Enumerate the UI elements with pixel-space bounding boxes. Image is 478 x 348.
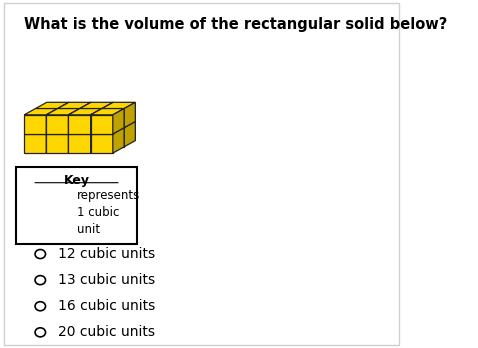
Polygon shape <box>102 109 124 128</box>
Polygon shape <box>32 216 47 230</box>
Polygon shape <box>80 109 102 128</box>
Polygon shape <box>24 115 46 134</box>
Polygon shape <box>35 128 58 147</box>
Polygon shape <box>58 121 91 128</box>
Polygon shape <box>91 109 102 134</box>
Polygon shape <box>80 128 102 147</box>
Polygon shape <box>24 134 46 153</box>
Polygon shape <box>102 121 113 147</box>
Polygon shape <box>58 109 80 128</box>
Polygon shape <box>91 109 124 115</box>
Polygon shape <box>68 128 80 153</box>
Polygon shape <box>58 121 69 147</box>
Polygon shape <box>102 121 135 128</box>
Polygon shape <box>80 121 113 128</box>
Polygon shape <box>35 121 69 128</box>
Polygon shape <box>24 109 58 115</box>
Polygon shape <box>113 128 124 153</box>
Polygon shape <box>91 128 102 153</box>
Polygon shape <box>58 128 80 147</box>
Text: 16 cubic units: 16 cubic units <box>58 299 156 313</box>
Polygon shape <box>124 102 135 128</box>
Polygon shape <box>58 102 69 128</box>
Polygon shape <box>68 115 91 134</box>
Polygon shape <box>46 134 68 153</box>
Polygon shape <box>113 109 124 134</box>
Text: 20 cubic units: 20 cubic units <box>58 325 155 339</box>
Text: 12 cubic units: 12 cubic units <box>58 247 155 261</box>
Polygon shape <box>102 128 124 147</box>
Polygon shape <box>32 212 55 216</box>
Polygon shape <box>102 102 113 128</box>
Polygon shape <box>68 109 102 115</box>
Polygon shape <box>46 128 80 134</box>
Text: What is the volume of the rectangular solid below?: What is the volume of the rectangular so… <box>24 17 447 32</box>
Polygon shape <box>24 128 58 134</box>
Text: represents
1 cubic
unit: represents 1 cubic unit <box>76 189 140 236</box>
Polygon shape <box>46 109 80 115</box>
Polygon shape <box>91 134 113 153</box>
Polygon shape <box>46 128 58 153</box>
Polygon shape <box>124 121 135 147</box>
Polygon shape <box>68 134 91 153</box>
Text: Key: Key <box>64 174 89 187</box>
Polygon shape <box>46 115 68 134</box>
Polygon shape <box>91 128 124 134</box>
Polygon shape <box>68 109 80 134</box>
Polygon shape <box>58 102 91 109</box>
Polygon shape <box>68 128 102 134</box>
FancyBboxPatch shape <box>16 167 137 244</box>
Polygon shape <box>35 109 58 128</box>
Polygon shape <box>91 115 113 134</box>
Polygon shape <box>80 102 113 109</box>
Polygon shape <box>46 109 58 134</box>
Polygon shape <box>102 102 135 109</box>
Text: 13 cubic units: 13 cubic units <box>58 273 155 287</box>
Polygon shape <box>47 212 55 230</box>
Polygon shape <box>80 102 91 128</box>
Polygon shape <box>80 121 91 147</box>
Polygon shape <box>35 102 69 109</box>
